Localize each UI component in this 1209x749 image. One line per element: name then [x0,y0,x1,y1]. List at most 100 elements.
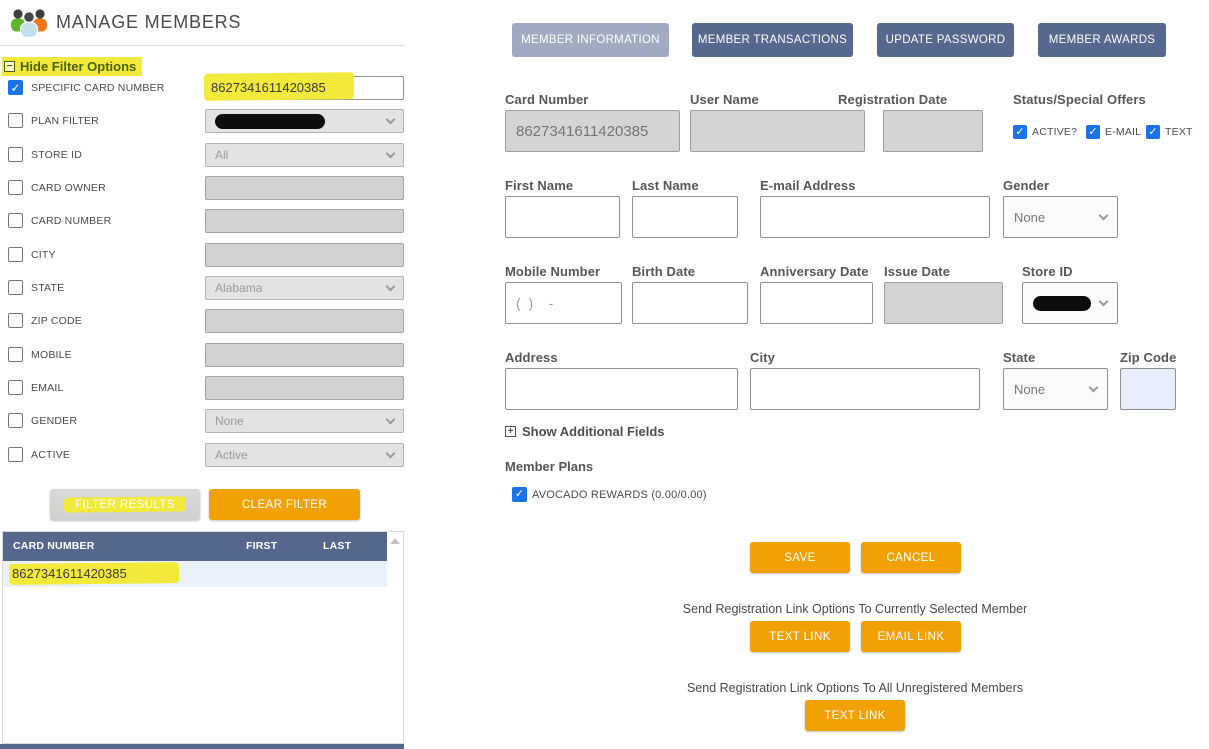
hide-filter-options-toggle[interactable]: Hide Filter Options [2,57,143,76]
mobile-number-field[interactable] [505,282,622,324]
member-plan-option[interactable]: AVOCADO REWARDS (0.00/0.00) [512,487,707,502]
zip-code-input[interactable] [205,309,404,333]
clear-filter-label: CLEAR FILTER [241,498,328,511]
state-checkbox[interactable] [8,280,23,295]
issue-date-field[interactable] [884,282,1003,324]
birth-date-label: Birth Date [632,264,696,279]
result-row-selected[interactable]: 8627341611420385 [3,561,389,587]
gender-select[interactable]: None [205,409,404,433]
list-bottom-bar [0,744,404,749]
zip-code-field[interactable] [1120,368,1176,410]
email-input[interactable] [205,376,404,400]
filter-label: ACTIVE [31,449,71,461]
store-id-select[interactable] [1022,282,1118,324]
clear-filter-button[interactable]: CLEAR FILTER [209,489,360,520]
mobile-checkbox[interactable] [8,347,23,362]
specific-card-number-input[interactable]: 8627341611420385 [203,72,404,101]
registration-date-field[interactable] [883,110,983,152]
avocado-rewards-checkbox[interactable] [512,487,527,502]
active-select-value: Active [215,448,248,462]
plan-filter-select[interactable] [205,109,404,133]
cancel-button[interactable]: CANCEL [861,542,961,573]
first-name-field[interactable] [505,196,620,238]
zip-code-checkbox[interactable] [8,313,23,328]
city-field[interactable] [750,368,980,410]
gender-select[interactable]: None [1003,196,1118,238]
chevron-down-icon [385,448,396,458]
filter-label: CITY [31,249,56,261]
email-label: E-MAIL [1105,126,1142,138]
chevron-down-icon [1098,210,1109,220]
first-name-label: First Name [505,178,574,193]
status-active-option[interactable]: ACTIVE? [1013,125,1077,139]
birth-date-field[interactable] [632,282,748,324]
city-input[interactable] [205,243,404,267]
tab-update-password[interactable]: UPDATE PASSWORD [877,23,1014,57]
filter-row-plan-filter: PLAN FILTER [0,109,404,133]
tab-member-information[interactable]: MEMBER INFORMATION [512,23,669,57]
zip-code-label: Zip Code [1120,350,1177,365]
text-checkbox[interactable] [1146,125,1160,139]
email-link-label: EMAIL LINK [877,630,945,643]
filter-row-card-number: CARD NUMBER [0,209,404,233]
expand-icon [505,426,516,437]
filter-label: SPECIFIC CARD NUMBER [31,82,165,94]
status-text-option[interactable]: TEXT [1146,125,1193,139]
tab-member-transactions[interactable]: MEMBER TRANSACTIONS [692,23,853,57]
text-link-all-button[interactable]: TEXT LINK [805,700,905,731]
chevron-down-icon [1098,296,1109,306]
address-field[interactable] [505,368,738,410]
status-special-offers-label: Status/Special Offers [1013,92,1146,107]
mobile-input[interactable] [205,343,404,367]
list-scrollbar[interactable] [387,532,403,743]
plan-filter-checkbox[interactable] [8,113,23,128]
text-link-selected-button[interactable]: TEXT LINK [750,621,850,652]
card-owner-input[interactable] [205,176,404,200]
anniversary-date-field[interactable] [760,282,873,324]
card-owner-checkbox[interactable] [8,180,23,195]
send-selected-member-text: Send Registration Link Options To Curren… [682,602,1028,616]
show-additional-fields-toggle[interactable]: Show Additional Fields [505,424,665,439]
last-name-field[interactable] [632,196,738,238]
column-header-last[interactable]: LAST [323,540,352,552]
column-header-card-number[interactable]: CARD NUMBER [13,540,95,552]
email-checkbox[interactable] [1086,125,1100,139]
active-checkbox[interactable] [8,447,23,462]
column-header-first[interactable]: FIRST [246,540,278,552]
registration-date-label: Registration Date [838,92,948,107]
email-address-field[interactable] [760,196,990,238]
collapse-icon [4,61,15,72]
active-select[interactable]: Active [205,443,404,467]
filter-row-specific-card-number: SPECIFIC CARD NUMBER 8627341611420385 [0,72,404,101]
chevron-down-icon [385,414,396,424]
card-number-input[interactable] [205,209,404,233]
filter-row-active: ACTIVE Active [0,443,404,467]
active-checkbox[interactable] [1013,125,1027,139]
chevron-down-icon [385,281,396,291]
store-id-checkbox[interactable] [8,147,23,162]
last-name-label: Last Name [632,178,699,193]
save-label: SAVE [784,551,816,564]
text-link-label: TEXT LINK [769,630,831,643]
member-plans-label: Member Plans [505,459,594,474]
user-name-field[interactable] [690,110,865,152]
state-select[interactable]: None [1003,368,1108,410]
specific-card-number-checkbox[interactable] [8,80,23,95]
state-select-value: Alabama [215,281,263,295]
gender-checkbox[interactable] [8,413,23,428]
card-number-checkbox[interactable] [8,213,23,228]
status-email-option[interactable]: E-MAIL [1086,125,1141,139]
save-button[interactable]: SAVE [750,542,850,573]
anniversary-date-label: Anniversary Date [760,264,869,279]
filter-results-button[interactable]: FILTER RESULTS [50,489,200,520]
email-checkbox[interactable] [8,380,23,395]
email-link-selected-button[interactable]: EMAIL LINK [861,621,961,652]
state-select[interactable]: Alabama [205,276,404,300]
tab-member-awards[interactable]: MEMBER AWARDS [1038,23,1166,57]
store-id-select[interactable]: All [205,143,404,167]
filter-row-mobile: MOBILE [0,343,404,367]
city-checkbox[interactable] [8,247,23,262]
redaction-mark [215,113,325,129]
card-number-field[interactable] [505,110,680,152]
text-link-label: TEXT LINK [824,709,886,722]
